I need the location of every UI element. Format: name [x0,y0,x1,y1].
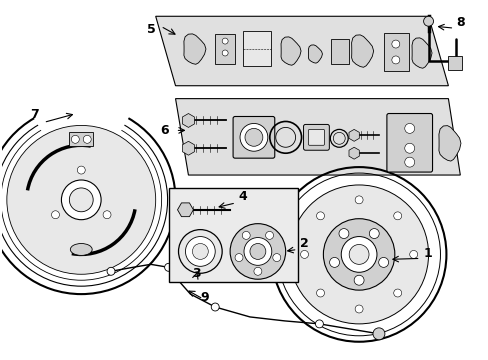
Polygon shape [281,37,301,65]
Circle shape [423,16,433,26]
Circle shape [315,320,323,328]
Circle shape [244,238,271,265]
Circle shape [103,211,111,219]
Circle shape [272,253,280,262]
Bar [447,56,461,70]
Circle shape [391,40,399,48]
Circle shape [372,328,384,340]
FancyBboxPatch shape [303,125,328,150]
Circle shape [83,135,91,143]
FancyBboxPatch shape [233,117,274,158]
Text: 8: 8 [455,16,464,29]
Circle shape [253,267,262,275]
Circle shape [368,229,379,239]
Circle shape [393,212,401,220]
Circle shape [164,264,172,271]
Circle shape [329,257,339,267]
Circle shape [230,224,285,279]
Circle shape [7,125,155,274]
Text: 2: 2 [299,238,308,251]
Circle shape [265,231,273,239]
Text: 5: 5 [146,23,155,36]
Circle shape [323,219,394,290]
Bar [243,31,270,66]
Circle shape [378,257,388,267]
Circle shape [354,305,362,313]
Circle shape [341,237,376,272]
Circle shape [316,289,324,297]
Polygon shape [155,16,447,86]
Text: 1: 1 [423,247,431,260]
Circle shape [316,212,324,220]
Circle shape [249,243,265,260]
Circle shape [222,50,228,56]
Polygon shape [175,99,459,175]
Circle shape [107,267,115,275]
Circle shape [77,166,85,174]
Circle shape [185,237,215,266]
FancyBboxPatch shape [308,129,324,145]
Circle shape [71,135,79,143]
Text: 6: 6 [160,124,168,137]
Circle shape [409,251,417,258]
Circle shape [289,185,427,324]
Circle shape [348,244,368,264]
Circle shape [235,253,243,262]
Circle shape [353,275,364,285]
Circle shape [391,56,399,64]
Polygon shape [308,45,322,63]
Polygon shape [351,35,373,67]
Text: 4: 4 [238,190,246,203]
Circle shape [404,123,414,133]
Circle shape [69,188,93,212]
Bar [383,33,408,71]
Polygon shape [183,34,205,64]
Circle shape [242,231,250,239]
Circle shape [240,123,267,151]
Circle shape [338,229,348,239]
Polygon shape [411,38,431,68]
Text: 3: 3 [192,267,201,280]
Circle shape [244,129,263,146]
Circle shape [222,38,228,44]
Bar [69,132,93,146]
Circle shape [51,211,60,219]
FancyBboxPatch shape [168,188,297,282]
Circle shape [211,303,219,311]
Circle shape [61,180,101,220]
Circle shape [404,143,414,153]
Circle shape [178,230,222,273]
Bar [331,39,348,64]
Circle shape [192,243,208,260]
Text: 7: 7 [30,108,39,121]
Circle shape [354,196,362,204]
Circle shape [300,251,308,258]
Text: 9: 9 [200,291,208,304]
Bar [215,34,235,64]
FancyBboxPatch shape [386,113,432,172]
Circle shape [393,289,401,297]
Circle shape [404,157,414,167]
Polygon shape [438,126,460,161]
Ellipse shape [70,243,92,255]
